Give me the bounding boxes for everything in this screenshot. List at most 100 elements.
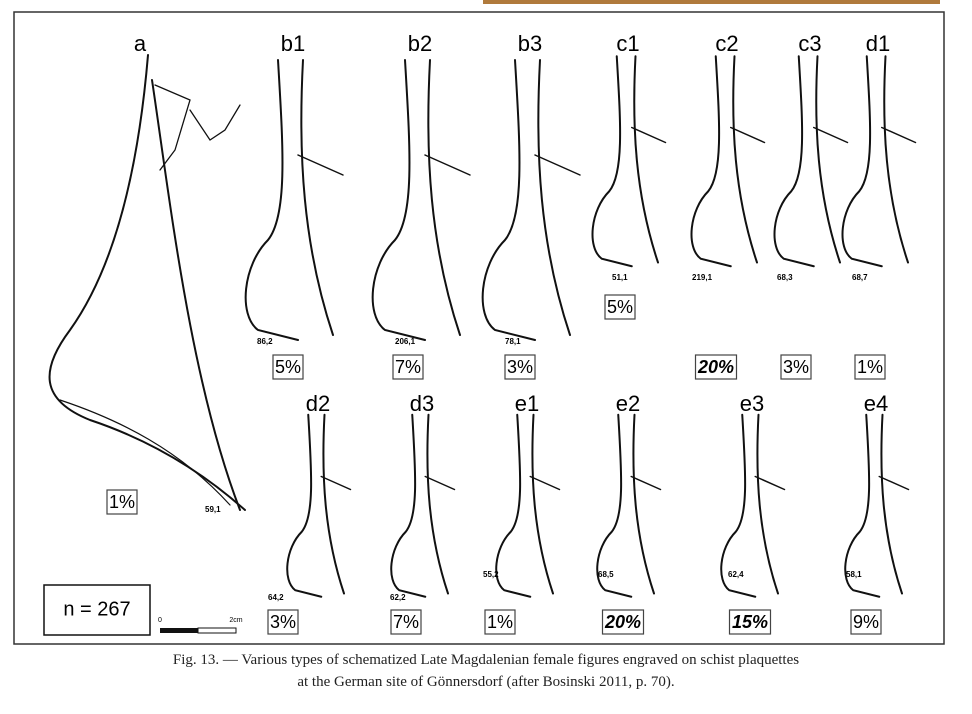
figure-line — [495, 413, 532, 598]
figure-line — [322, 413, 346, 595]
percent-box — [267, 609, 299, 635]
figure-drawing — [690, 55, 766, 268]
panel-id: 86,2 — [257, 337, 273, 346]
figure-line — [426, 413, 450, 595]
figure-line — [596, 413, 633, 598]
figure-drawing — [481, 59, 581, 341]
figure-line — [286, 413, 323, 598]
figure-drawing — [495, 413, 561, 598]
figure-drawing — [844, 413, 910, 598]
scale-bar-black — [160, 628, 198, 633]
figure-line — [720, 413, 757, 598]
figure-drawing — [591, 55, 667, 268]
percent-box — [106, 489, 138, 515]
percent: 5% — [607, 297, 633, 317]
panel-label: c2 — [715, 31, 738, 56]
figure-line — [534, 154, 581, 176]
panel-label: e2 — [616, 391, 640, 416]
panel-label: a — [134, 31, 147, 56]
caption-line: Fig. 13. — Various types of schematized … — [172, 652, 800, 668]
figure-line — [320, 475, 352, 491]
figure-line — [300, 59, 334, 336]
figure-line — [424, 154, 471, 176]
figure-line — [773, 55, 815, 268]
percent-box — [392, 354, 424, 380]
percent: 1% — [487, 612, 513, 632]
percent: 3% — [507, 357, 533, 377]
panel-label: c3 — [798, 31, 821, 56]
panel-id: 68,7 — [852, 273, 868, 282]
percent: 3% — [270, 612, 296, 632]
percent: 1% — [109, 492, 135, 512]
figure-drawing — [773, 55, 849, 268]
panel-id: 64,2 — [268, 593, 284, 602]
panel-id: 68,3 — [777, 273, 793, 282]
figure-drawing — [286, 413, 352, 598]
panel-label: b3 — [518, 31, 542, 56]
figure-line — [881, 126, 917, 144]
figure-line — [424, 475, 456, 491]
panel-label: e1 — [515, 391, 539, 416]
figure-line — [732, 55, 759, 264]
panel-label: b2 — [408, 31, 432, 56]
sample-size-box — [43, 584, 151, 636]
figure-line — [632, 413, 656, 595]
percent-box — [728, 609, 772, 635]
figure-line — [844, 413, 881, 598]
figure-line — [591, 55, 633, 268]
percent-box — [390, 609, 422, 635]
panel-id: 51,1 — [612, 273, 628, 282]
percent-box — [601, 609, 645, 635]
percent-box — [272, 354, 304, 380]
figure-line — [537, 59, 571, 336]
panel-label: d3 — [410, 391, 434, 416]
figure-line — [531, 413, 555, 595]
caption-line: at the German site of Gönnersdorf (after… — [297, 674, 675, 690]
percent-box — [694, 354, 738, 380]
figure-drawing — [244, 59, 344, 341]
panel-id: 78,1 — [505, 337, 521, 346]
figure-line — [754, 475, 786, 491]
image-edge — [483, 0, 940, 4]
percent-box — [604, 294, 636, 320]
panel-id: 62,2 — [390, 593, 406, 602]
figure-drawing — [390, 413, 456, 598]
figure-drawing — [841, 55, 917, 268]
figure-line — [690, 55, 732, 268]
figure-line — [730, 126, 766, 144]
percent-box — [504, 354, 536, 380]
percent: 9% — [853, 612, 879, 632]
figure-a-drawing — [48, 54, 246, 511]
figure: n = 267 0 2cm a 59,1 1% b1 86,2 5% b2 206,1 7% b3… — [13, 0, 945, 645]
figure-line — [529, 475, 561, 491]
figure-line — [883, 55, 910, 264]
figure-drawing — [371, 59, 471, 341]
figure-line — [297, 154, 344, 176]
percent: 3% — [783, 357, 809, 377]
figure-line — [756, 413, 780, 595]
panel-id: 58,1 — [846, 570, 862, 579]
figure-line — [813, 126, 849, 144]
scale-bar-white — [197, 627, 237, 634]
percent: 20% — [604, 612, 641, 632]
panel-id: 62,4 — [728, 570, 744, 579]
figure-line — [878, 475, 910, 491]
scale-end: 2cm — [229, 617, 242, 624]
panel-label: d2 — [306, 391, 330, 416]
percent: 1% — [857, 357, 883, 377]
percent: 20% — [697, 357, 734, 377]
figure-frame — [13, 11, 945, 645]
panel-id: 55,2 — [483, 570, 499, 579]
percent-box — [780, 354, 812, 380]
panel-label: e4 — [864, 391, 888, 416]
figure-drawing — [596, 413, 662, 598]
figure-line — [633, 55, 660, 264]
figure-line — [631, 126, 667, 144]
panel-id: 59,1 — [205, 505, 221, 514]
scale-start: 0 — [158, 617, 162, 624]
figure-line — [841, 55, 883, 268]
percent: 7% — [395, 357, 421, 377]
panel-label: d1 — [866, 31, 890, 56]
panel-id: 68,5 — [598, 570, 614, 579]
